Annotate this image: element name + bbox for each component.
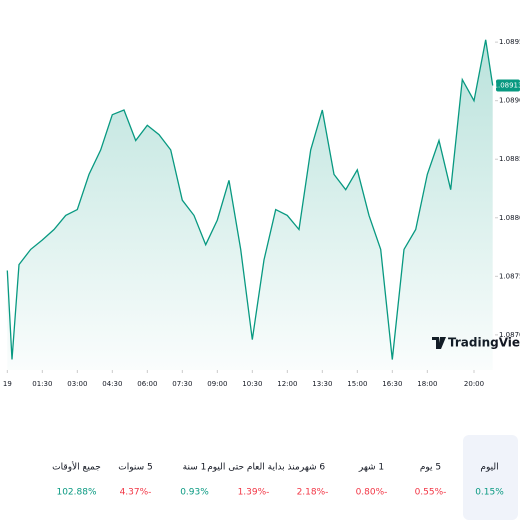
period-cell[interactable]: منذ بداية العام حتى اليوم 1.39%- (207, 463, 300, 498)
period-label: جميع الأوقات (52, 461, 101, 473)
period-change: 0.80%- (356, 488, 388, 498)
x-tick-label: 04:30 (102, 380, 122, 388)
period-change: 2.18%- (297, 488, 329, 498)
x-tick-label: 03:00 (67, 380, 87, 388)
period-label: منذ بداية العام حتى اليوم (207, 463, 300, 473)
y-tick-label: 1.08950 (499, 38, 520, 46)
period-label: 6 شهر (299, 463, 326, 473)
period-label: 5 سنوات (118, 463, 152, 473)
x-tick-label: 12:00 (277, 380, 297, 388)
y-tick-label: 1.08800 (499, 214, 520, 222)
x-tick-label: 13:30 (312, 380, 332, 388)
x-tick-label: 01:30 (32, 380, 52, 388)
x-tick-label: 09:00 (207, 380, 227, 388)
period-cell[interactable]: اليوم 0.15% (463, 435, 518, 520)
period-cell[interactable]: 1 شهر 0.80%- (356, 463, 388, 498)
x-tick-label: 15:00 (347, 380, 367, 388)
x-tick-label: 19 (3, 380, 12, 388)
last-price-label: 1.08913 (494, 81, 520, 89)
y-tick-label: 1.08900 (499, 97, 520, 105)
period-change: 102.88% (56, 488, 96, 498)
period-label: اليوم (480, 463, 498, 473)
period-change: 0.93% (180, 488, 209, 498)
period-cell[interactable]: 5 سنوات 4.37%- (118, 463, 152, 498)
x-tick-label: 16:30 (382, 380, 402, 388)
period-cell[interactable]: 6 شهر 2.18%- (297, 463, 329, 498)
x-tick-label: 20:00 (464, 380, 484, 388)
x-tick-label: 10:30 (242, 380, 262, 388)
last-price-badge (496, 79, 520, 92)
period-cell[interactable]: 1 سنة 0.93% (180, 463, 209, 498)
x-tick-label: 06:00 (137, 380, 157, 388)
period-label: 1 شهر (358, 463, 384, 473)
period-cell[interactable]: 5 يوم 0.55%- (415, 463, 447, 498)
x-tick-label: 07:30 (172, 380, 192, 388)
period-change: 4.37%- (120, 488, 152, 498)
period-label: 1 سنة (183, 463, 207, 473)
period-change: 1.39%- (238, 488, 270, 498)
period-cell[interactable]: جميع الأوقات 102.88% (52, 461, 101, 498)
period-change: 0.55%- (415, 488, 447, 498)
selected-background (463, 435, 518, 520)
x-tick-label: 18:00 (417, 380, 437, 388)
line (6, 39, 494, 360)
y-tick-label: 1.08700 (499, 331, 520, 339)
y-tick-label: 1.08850 (499, 155, 520, 163)
period-change: 0.15% (475, 488, 504, 498)
y-tick-label: 1.08750 (499, 272, 520, 280)
period-label: 5 يوم (420, 463, 441, 473)
